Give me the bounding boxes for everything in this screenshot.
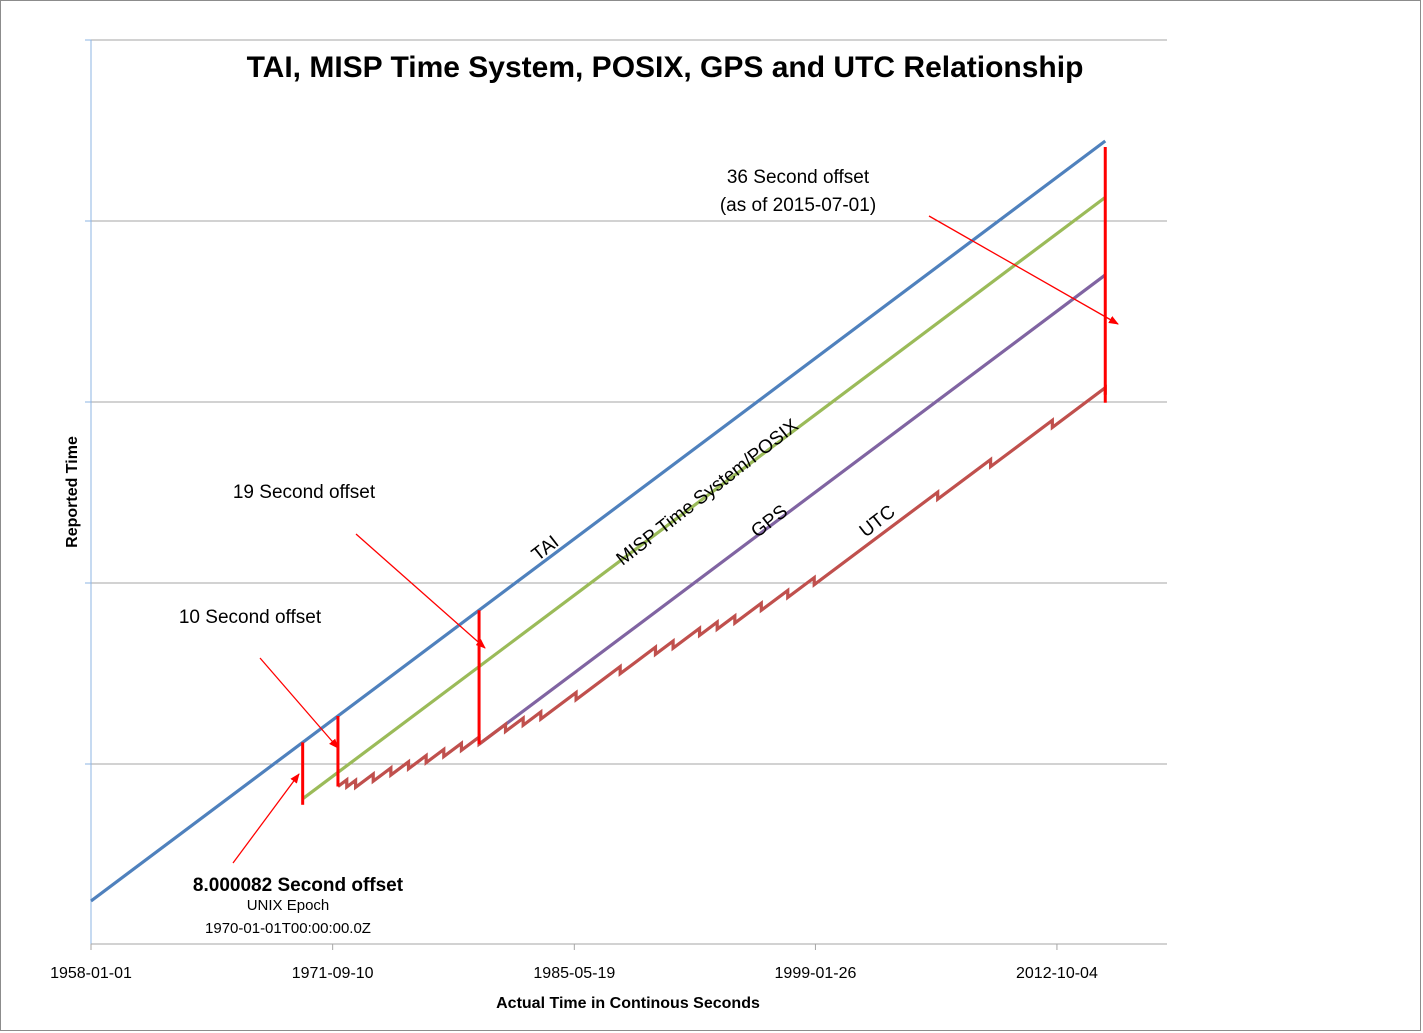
x-tick-label: 1999-01-26 xyxy=(775,965,857,982)
x-tick-label: 1958-01-01 xyxy=(50,965,132,982)
series-line-utc xyxy=(336,384,1107,791)
series-line-tai xyxy=(90,139,1107,903)
x-tick-label: 1985-05-19 xyxy=(533,965,615,982)
series-line-gps xyxy=(478,273,1107,746)
series-label-tai: TAI xyxy=(528,532,563,566)
series-label-gps: GPS xyxy=(747,501,792,542)
arrow-36s xyxy=(928,215,1119,325)
annotation-19s: 19 Second offset xyxy=(233,482,376,503)
series-line-misp-posix xyxy=(301,196,1107,801)
annotation-8s: 8.000082 Second offset xyxy=(193,875,404,896)
x-tick-label: 2012-10-04 xyxy=(1016,965,1098,982)
annotation-36s-date: (as of 2015-07-01) xyxy=(720,195,876,216)
arrow-19s xyxy=(355,533,486,649)
annotation-unix-epoch-date: 1970-01-01T00:00:00.0Z xyxy=(205,920,371,937)
annotation-unix-epoch: UNIX Epoch xyxy=(247,897,330,914)
arrow-10s xyxy=(259,657,339,749)
annotation-10s: 10 Second offset xyxy=(179,607,322,628)
arrow-8s xyxy=(232,773,300,864)
y-axis-title: Reported Time xyxy=(64,436,81,548)
x-axis-title: Actual Time in Continous Seconds xyxy=(496,995,760,1012)
x-tick-label: 1971-09-10 xyxy=(292,965,374,982)
chart-title: TAI, MISP Time System, POSIX, GPS and UT… xyxy=(247,51,1084,84)
annotation-36s: 36 Second offset xyxy=(727,167,870,188)
